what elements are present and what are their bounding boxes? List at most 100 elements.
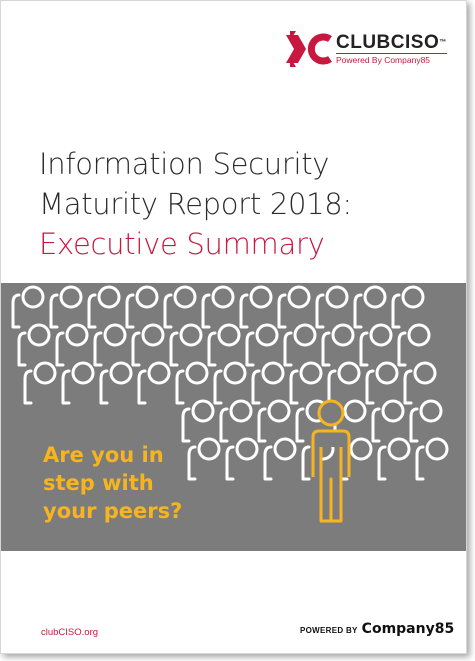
person-body-icon [301, 445, 311, 481]
person-body-icon [403, 369, 413, 405]
person-body-icon [99, 369, 109, 405]
person-head-icon [217, 323, 241, 347]
person-head-icon [331, 323, 355, 347]
tagline-line-2: step with [43, 471, 154, 495]
person-body-icon [87, 293, 97, 329]
tagline-line-1: Are you in [43, 443, 164, 467]
person-body-icon [251, 369, 261, 405]
person-body-icon [55, 331, 65, 367]
clubciso-logo: CLUBCISO™ Powered By Company85 [286, 31, 447, 67]
person-head-icon [325, 285, 349, 309]
person-head-icon [109, 361, 133, 385]
person-head-icon [363, 285, 387, 309]
title-line-1: Information Security [39, 147, 330, 181]
person-head-icon [21, 285, 45, 309]
person-body-icon [295, 407, 305, 443]
person-head-icon [103, 323, 127, 347]
person-head-icon [381, 399, 405, 423]
person-body-icon [93, 331, 103, 367]
person-body-icon [187, 445, 197, 481]
person-head-icon [249, 285, 273, 309]
person-body-icon [257, 407, 267, 443]
person-head-icon [299, 361, 323, 385]
person-head-icon [141, 323, 165, 347]
person-head-icon [147, 361, 171, 385]
person-body-icon [169, 331, 179, 367]
person-body-icon [263, 445, 273, 481]
person-head-icon [293, 323, 317, 347]
person-head-icon [413, 361, 437, 385]
person-head-icon [191, 399, 215, 423]
person-head-icon [135, 285, 159, 309]
person-head-icon [185, 361, 209, 385]
person-head-icon [349, 437, 373, 461]
person-head-icon [65, 323, 89, 347]
person-body-icon [365, 369, 375, 405]
person-body-icon [239, 293, 249, 329]
person-body-icon [131, 331, 141, 367]
person-body-icon [415, 445, 425, 481]
person-head-icon [407, 323, 431, 347]
person-body-icon [397, 331, 407, 367]
clubciso-logo-mark-icon [286, 31, 332, 67]
person-body-icon [61, 369, 71, 405]
person-head-icon [197, 437, 221, 461]
person-head-icon [97, 285, 121, 309]
person-body-icon [17, 331, 27, 367]
person-body-icon [245, 331, 255, 367]
person-body-icon [207, 331, 217, 367]
person-head-icon [387, 437, 411, 461]
person-body-icon [391, 293, 401, 329]
person-head-icon [255, 323, 279, 347]
person-body-icon [181, 407, 191, 443]
person-body-icon [371, 407, 381, 443]
person-body-icon [277, 293, 287, 329]
person-head-icon [27, 323, 51, 347]
person-body-icon [163, 293, 173, 329]
powered-by: POWERED BY Company85 [300, 621, 454, 637]
people-illustration-band [1, 283, 466, 551]
person-head-icon [235, 437, 259, 461]
person-body-icon [225, 445, 235, 481]
person-head-icon [223, 361, 247, 385]
highlighted-person-head-icon [317, 399, 345, 427]
person-head-icon [33, 361, 57, 385]
person-body-icon [11, 293, 21, 329]
website-link[interactable]: clubCISO.org [41, 627, 99, 638]
company-name: Company85 [361, 621, 455, 637]
person-body-icon [201, 293, 211, 329]
person-head-icon [343, 399, 367, 423]
person-body-icon [49, 293, 59, 329]
person-head-icon [267, 399, 291, 423]
person-body-icon [125, 293, 135, 329]
title-line-3: Executive Summary [39, 227, 325, 261]
person-head-icon [287, 285, 311, 309]
person-head-icon [59, 285, 83, 309]
person-head-icon [375, 361, 399, 385]
person-head-icon [425, 437, 449, 461]
person-body-icon [377, 445, 387, 481]
logo-subtitle: Powered By Company85 [336, 52, 447, 66]
person-body-icon [175, 369, 185, 405]
person-head-icon [273, 437, 297, 461]
person-head-icon [179, 323, 203, 347]
person-body-icon [353, 293, 363, 329]
person-body-icon [23, 369, 33, 405]
person-head-icon [173, 285, 197, 309]
logo-name: CLUBCISO™ [336, 31, 447, 53]
person-head-icon [229, 399, 253, 423]
person-head-icon [261, 361, 285, 385]
person-body-icon [283, 331, 293, 367]
person-body-icon [219, 407, 229, 443]
highlighted-person-body-icon [311, 429, 351, 523]
person-body-icon [289, 369, 299, 405]
report-cover: CLUBCISO™ Powered By Company85 Informati… [0, 0, 467, 654]
report-title: Information Security Maturity Report 201… [39, 144, 352, 264]
person-body-icon [321, 331, 331, 367]
person-head-icon [211, 285, 235, 309]
person-body-icon [327, 369, 337, 405]
person-body-icon [315, 293, 325, 329]
person-body-icon [409, 407, 419, 443]
tagline-line-3: your peers? [43, 499, 183, 523]
person-head-icon [419, 399, 443, 423]
